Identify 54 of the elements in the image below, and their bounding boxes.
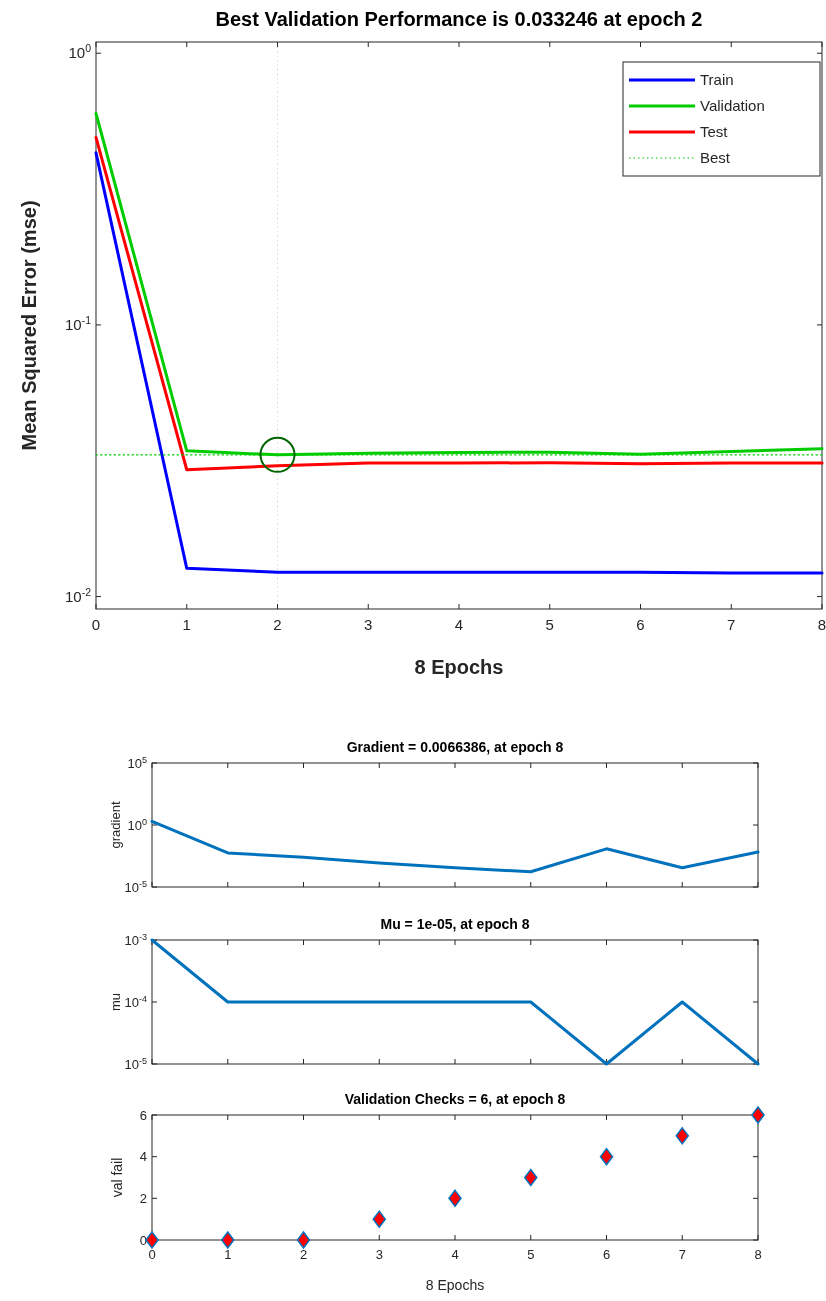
legend-label: Validation [700, 97, 765, 114]
y-tick-label: 2 [139, 1190, 147, 1206]
x-tick-label: 7 [727, 616, 736, 633]
y-tick-label: 10$^{-2}$ [64, 585, 92, 605]
chart-title: Mu = 1e-05, at epoch 8 [380, 916, 530, 932]
y-axis-title: mu [108, 992, 123, 1012]
x-tick-label: 5 [527, 1247, 535, 1262]
point [599, 1147, 614, 1166]
y-tick-label: 10$^{-4}$ [124, 993, 147, 1010]
x-tick-label: 4 [451, 1247, 459, 1262]
x-tick-label: 1 [224, 1247, 232, 1262]
x-tick-label: 3 [364, 616, 373, 633]
y-tick-label: 4 [139, 1149, 147, 1165]
x-tick-label: 7 [678, 1247, 686, 1262]
point [145, 1231, 159, 1249]
x-tick-label: 8 [754, 1247, 762, 1262]
point [296, 1231, 311, 1249]
x-tick-label: 6 [602, 1247, 611, 1262]
x-tick-label: 2 [273, 616, 282, 633]
chart-title: Gradient = 0.0066386, at epoch 8 [346, 739, 564, 755]
x-tick-label: 1 [182, 616, 191, 633]
y-tick-label: 10$^{-1}$ [64, 314, 92, 334]
x-tick-label: 2 [299, 1247, 308, 1262]
y-tick-label: 6 [139, 1107, 147, 1123]
y-axis-title: gradient [108, 801, 123, 849]
chart-title: Best Validation Performance is 0.033246 at epoch 2 [215, 8, 703, 30]
x-tick-label: 8 [817, 616, 826, 633]
y-tick-label: 10$^{-5}$ [124, 1055, 147, 1072]
y-tick-label: 0 [139, 1232, 147, 1248]
point [675, 1127, 689, 1145]
line-series [150, 819, 760, 874]
y-tick-label: 10$^{5}$ [127, 754, 147, 771]
line-series [94, 151, 824, 575]
chart-title: Validation Checks = 6, at epoch 8 [344, 1091, 566, 1107]
y-axis-title: Mean Squared Error (mse) [18, 200, 40, 451]
x-tick-label: 5 [545, 616, 554, 633]
point [751, 1106, 765, 1124]
x-tick-label: 4 [454, 616, 464, 633]
point [372, 1210, 386, 1228]
point [448, 1189, 462, 1208]
point [524, 1168, 538, 1187]
x-axis-title: 8 Epochs [414, 656, 504, 678]
legend-label: Test [700, 123, 729, 140]
y-axis-title: val fail [109, 1157, 125, 1198]
x-tick-label: 6 [636, 616, 645, 633]
y-tick-label: 10$^{0}$ [127, 816, 147, 833]
y-tick-label: 10$^{0}$ [68, 42, 92, 62]
y-tick-label: 10$^{-3}$ [124, 931, 147, 948]
legend-label: Best [700, 149, 731, 166]
point [221, 1231, 235, 1249]
legend-label: Train [700, 71, 734, 88]
y-tick-label: 10$^{-5}$ [124, 878, 147, 895]
x-tick-label: 3 [375, 1247, 383, 1262]
x-axis-title: 8 Epochs [425, 1277, 485, 1293]
